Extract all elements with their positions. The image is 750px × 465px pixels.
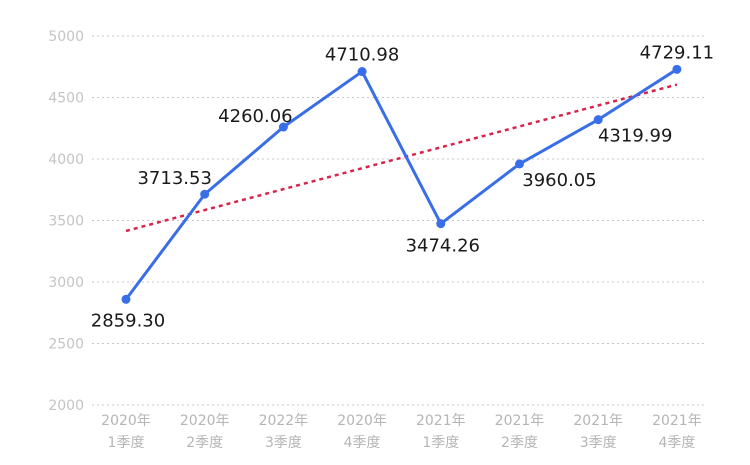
data-point xyxy=(593,115,603,125)
x-tick-label: 2020年 xyxy=(101,413,151,429)
trendline xyxy=(125,83,678,233)
y-tick-label: 5000 xyxy=(48,29,84,45)
x-tick-label: 2020年 xyxy=(337,413,387,429)
x-tick-label: 2季度 xyxy=(501,435,538,451)
series-layer xyxy=(121,64,682,304)
data-point xyxy=(278,122,288,132)
data-point xyxy=(200,189,210,199)
trendline-layer xyxy=(125,83,678,233)
x-axis: 2020年 1季度 2020年 2季度 2022年 3季度 2020年 4季度 2021年 1季度… xyxy=(101,413,702,451)
x-tick-label: 2季度 xyxy=(186,435,223,451)
data-label: 2859.30 xyxy=(91,310,165,331)
x-tick-label: 3季度 xyxy=(265,435,302,451)
y-tick-label: 2500 xyxy=(48,337,84,353)
y-axis: 2000 2500 3000 3500 4000 4500 5000 xyxy=(48,29,84,414)
data-label: 3474.26 xyxy=(406,236,480,257)
y-tick-label: 4000 xyxy=(48,152,84,168)
x-tick-label: 1季度 xyxy=(108,435,145,451)
y-tick-label: 3500 xyxy=(48,214,84,230)
x-tick-label: 2021年 xyxy=(652,413,702,429)
x-tick-label: 2021年 xyxy=(495,413,545,429)
series-line xyxy=(124,68,678,301)
data-point xyxy=(357,67,367,77)
data-point xyxy=(672,64,682,74)
y-tick-label: 4500 xyxy=(48,91,84,107)
x-tick-label: 2021年 xyxy=(573,413,623,429)
gridlines xyxy=(92,35,705,406)
data-label: 4710.98 xyxy=(325,45,399,66)
data-point xyxy=(515,159,524,169)
data-label: 4729.11 xyxy=(640,42,714,63)
x-tick-label: 3季度 xyxy=(580,435,617,451)
data-label: 3960.05 xyxy=(522,170,596,191)
data-label: 3713.53 xyxy=(137,168,211,189)
data-label: 4319.99 xyxy=(598,126,672,147)
x-tick-label: 2020年 xyxy=(180,413,230,429)
data-labels: 2859.30 3713.53 4260.06 4710.98 3474.26 3960.… xyxy=(91,42,714,331)
x-tick-label: 4季度 xyxy=(344,435,381,451)
y-tick-label: 3000 xyxy=(48,275,84,291)
x-tick-label: 4季度 xyxy=(658,435,695,451)
x-tick-label: 2022年 xyxy=(259,413,309,429)
data-point xyxy=(436,219,446,229)
data-point xyxy=(121,294,131,304)
y-tick-label: 2000 xyxy=(48,398,84,414)
x-tick-label: 2021年 xyxy=(416,413,466,429)
data-label: 4260.06 xyxy=(218,106,292,127)
x-tick-label: 1季度 xyxy=(422,435,459,451)
